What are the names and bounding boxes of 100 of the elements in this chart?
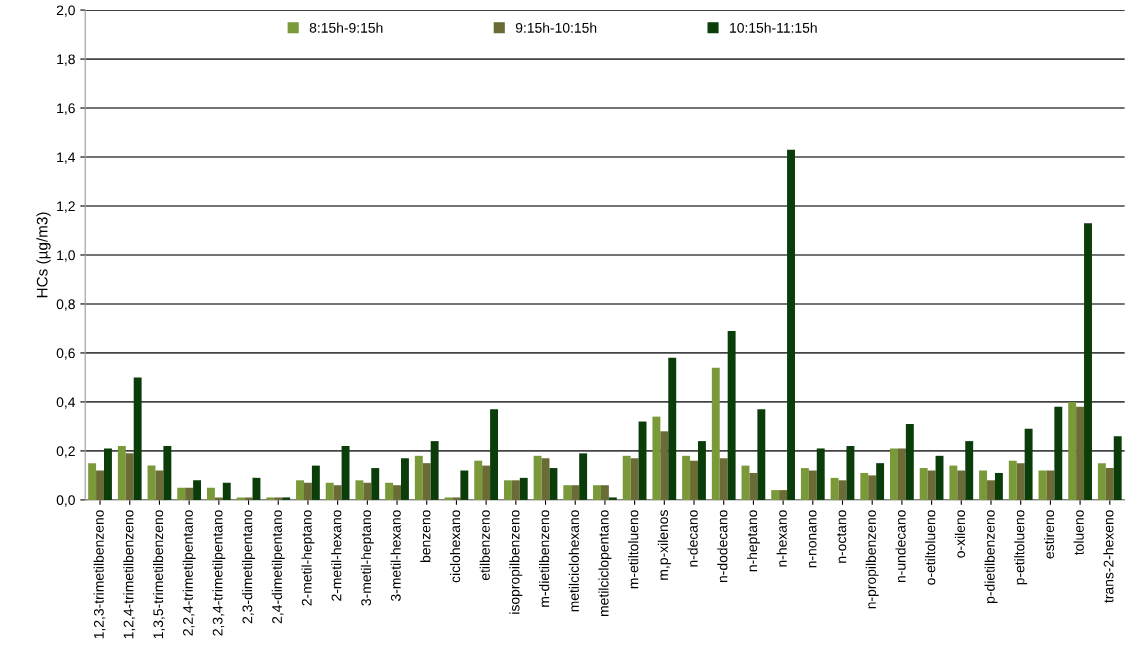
bar xyxy=(1105,468,1114,500)
x-tick-label: o-xileno xyxy=(954,510,966,558)
bar xyxy=(460,470,469,500)
x-tick-label: metilciclopentano xyxy=(598,510,612,616)
bar xyxy=(282,497,291,500)
x-tick-label: m,p-xilenos xyxy=(657,510,671,580)
bar xyxy=(266,497,275,500)
bar xyxy=(579,453,588,500)
bar xyxy=(630,458,639,500)
bar xyxy=(1008,460,1017,500)
bar xyxy=(519,477,528,500)
bar xyxy=(206,487,215,500)
x-tick-label: n-octano xyxy=(837,510,847,563)
x-tick-label: p-etiltolueno xyxy=(1014,510,1028,585)
y-axis-title: HCs (µg/m3) xyxy=(36,212,51,298)
bar xyxy=(341,446,350,500)
bar xyxy=(711,367,720,500)
bar xyxy=(905,423,914,500)
bar xyxy=(371,468,380,500)
bar xyxy=(511,480,520,500)
bar xyxy=(125,453,134,500)
x-tick-label: isopropilbenzeno xyxy=(509,510,523,614)
bar xyxy=(897,448,906,500)
y-tick-label: 1,8 xyxy=(57,54,75,66)
bar xyxy=(727,330,736,500)
bar xyxy=(749,472,758,500)
x-tick-label: 2,3,4-trimetilpentano xyxy=(212,510,226,636)
x-tick-label: 2-metil-hexano xyxy=(331,510,342,601)
bar xyxy=(652,416,661,500)
bar xyxy=(88,463,97,500)
x-tick-label: benzeno xyxy=(420,510,431,563)
bar xyxy=(682,455,691,500)
bar xyxy=(422,463,431,500)
x-tick-label: 1,2,3-trimetilbenzeno xyxy=(93,510,106,639)
bar xyxy=(244,497,253,500)
x-tick-label: n-undecano xyxy=(895,510,906,583)
bar xyxy=(816,448,825,500)
legend-label: 10:15h-11:15h xyxy=(730,22,817,33)
bar xyxy=(838,480,847,500)
bar xyxy=(385,482,394,500)
bar xyxy=(1068,401,1077,500)
bar xyxy=(1113,436,1122,500)
bar xyxy=(274,497,283,500)
x-tick-label: 1,3,5-trimetilbenzeno xyxy=(152,510,165,639)
bar xyxy=(808,470,817,500)
bar xyxy=(868,475,877,500)
x-tick-label: n-dodecano xyxy=(717,510,728,583)
x-tick-label: 2,4-dimetilpentano xyxy=(271,510,285,624)
bar xyxy=(296,480,304,500)
bar xyxy=(846,446,855,500)
y-tick-label: 0,2 xyxy=(56,446,75,458)
bar xyxy=(533,455,542,500)
bar xyxy=(96,470,105,500)
bar xyxy=(185,487,194,500)
bar xyxy=(927,470,936,500)
bar xyxy=(177,487,186,500)
bar xyxy=(430,441,439,500)
x-tick-label: ciclohexano xyxy=(449,510,461,583)
bar xyxy=(1016,463,1025,500)
bar xyxy=(593,485,601,500)
bar xyxy=(787,149,795,500)
x-tick-label: 3-metil-hexano xyxy=(390,510,401,601)
bar xyxy=(490,409,499,500)
x-tick-label: metilciclohexano xyxy=(568,510,579,612)
bar xyxy=(622,455,631,500)
bar xyxy=(1024,428,1033,500)
bar xyxy=(690,460,698,500)
x-tick-label: n-hexano xyxy=(776,510,787,567)
bar xyxy=(919,468,928,500)
bar xyxy=(311,465,320,500)
bar xyxy=(104,448,112,500)
bar xyxy=(987,480,995,500)
x-tick-label: n-propilbenzeno xyxy=(865,510,879,609)
x-tick-label: etilbenzeno xyxy=(479,510,490,581)
bar xyxy=(957,470,966,500)
x-tick-label: n-decano xyxy=(687,510,698,567)
y-tick-label: 0,0 xyxy=(56,495,75,507)
bar xyxy=(474,460,483,500)
bar xyxy=(571,485,580,500)
bar xyxy=(563,485,572,500)
bar xyxy=(325,482,334,500)
bar xyxy=(393,485,401,500)
x-tick-label: 2-metil-heptano xyxy=(301,510,315,606)
y-tick-label: 1,0 xyxy=(57,250,75,262)
x-tick-label: o-etiltolueno xyxy=(925,510,936,585)
y-tick-label: 1,6 xyxy=(57,103,75,115)
bar xyxy=(890,448,898,500)
bar xyxy=(549,468,558,500)
bar xyxy=(363,482,372,500)
y-tick-label: 2,0 xyxy=(56,5,75,17)
bar xyxy=(608,497,617,500)
bar xyxy=(236,497,245,500)
bar xyxy=(1076,406,1085,500)
legend-label: 8:15h-9:15h xyxy=(309,22,383,33)
x-tick-label: 3-metil-heptano xyxy=(360,510,374,606)
bar xyxy=(779,490,788,500)
bar xyxy=(214,497,223,500)
bar xyxy=(800,468,809,500)
bar xyxy=(600,485,609,500)
bar xyxy=(400,458,409,500)
